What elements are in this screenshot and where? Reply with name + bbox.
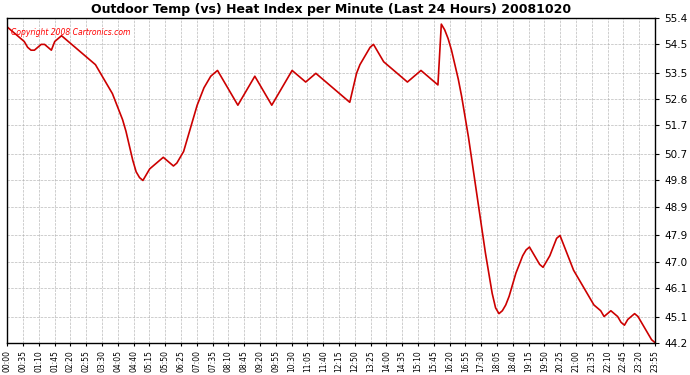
Title: Outdoor Temp (vs) Heat Index per Minute (Last 24 Hours) 20081020: Outdoor Temp (vs) Heat Index per Minute … — [91, 3, 571, 16]
Text: Copyright 2008 Cartronics.com: Copyright 2008 Cartronics.com — [10, 28, 130, 37]
